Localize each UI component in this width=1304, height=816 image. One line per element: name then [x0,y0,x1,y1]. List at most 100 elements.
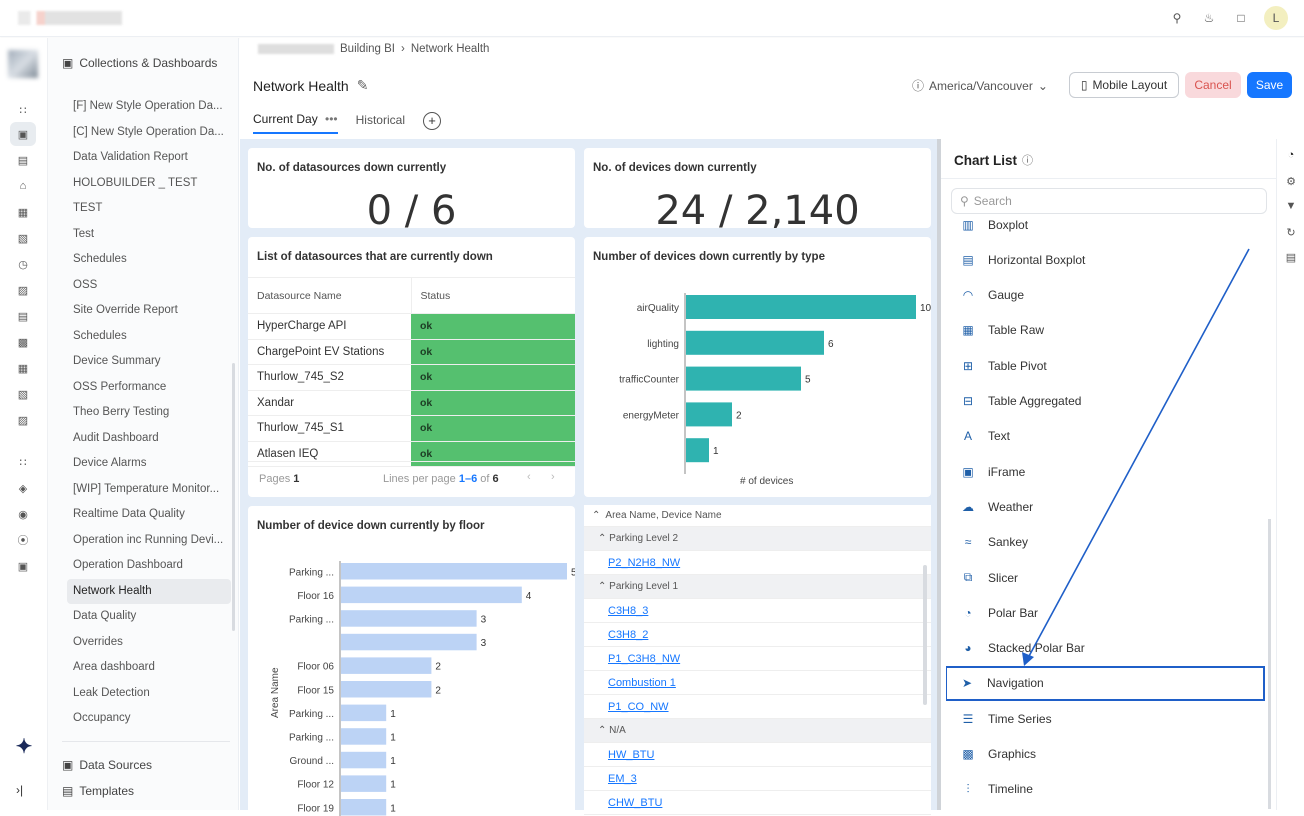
chart-type-item[interactable]: ⊞ Table Pivot [946,348,1268,383]
chart-pie-icon[interactable]: ◔ [1287,149,1295,161]
chart-type-item[interactable]: ☁ Weather [946,489,1268,524]
chart-type-item[interactable]: ⧉ Slicer [946,560,1268,595]
sidebar-item[interactable]: Theo Berry Testing [73,406,170,418]
device-link[interactable]: C3H8_2 [608,629,649,641]
sidebar-item[interactable]: OSS [73,278,98,291]
report-icon[interactable]: ▤ [17,154,29,167]
dashboard-icon[interactable]: ▣ [10,122,36,146]
expand-icon[interactable]: ›| [16,783,24,797]
sidebar-item[interactable]: Operation inc Running Devi... [73,533,224,546]
bar[interactable] [686,330,824,355]
bar[interactable] [686,366,801,391]
cancel-button[interactable]: Cancel [1185,72,1241,98]
devices-by-type-card[interactable]: Number of devices down currently by type… [584,237,931,497]
chart-type-item[interactable]: ▥ Boxplot [946,215,1268,242]
table-row[interactable]: Atlasen IEQ ok [248,441,575,467]
save-button[interactable]: Save [1247,72,1292,98]
sidebar-item-data-sources[interactable]: ▣ Data Sources [62,758,152,772]
schedule-icon[interactable]: ▦ [17,362,29,375]
trend-icon[interactable]: ▨ [17,414,29,427]
bar[interactable] [341,775,387,792]
devices-by-floor-card[interactable]: Number of device down currently by floor… [248,506,575,816]
sidebar-item[interactable]: HOLOBUILDER _ TEST [73,176,198,189]
sidebar-item[interactable]: Device Alarms [73,457,147,469]
grid-group-row[interactable]: ⌃ Parking Level 2 [584,527,931,551]
tab-historical[interactable]: Historical [355,113,405,127]
bar[interactable] [341,728,387,745]
device-link[interactable]: CHW_BTU [608,797,663,809]
device-link[interactable]: HW_BTU [608,749,655,761]
sidebar-item[interactable]: Overrides [73,635,123,648]
device-link[interactable]: P1_C3H8_NW [608,653,681,665]
edit-pencil-icon[interactable]: ✎ [356,77,369,93]
sidebar-item[interactable]: Occupancy [73,712,131,724]
device-grid-card[interactable]: ⌃ Area Name, Device Name ⌃ Parking Level… [584,505,931,815]
grid-group-row[interactable]: ⌃ Parking Level 1 [584,575,931,599]
datasource-list-card[interactable]: List of datasources that are currently d… [248,237,575,497]
bar[interactable] [341,657,432,674]
chart-type-item[interactable]: ◠ Gauge [946,278,1268,313]
tab-current-day[interactable]: Current Day ••• [253,112,338,134]
refresh-icon[interactable]: ↻ [1286,226,1296,239]
book-icon[interactable]: ▧ [17,388,29,401]
sidebar-item-templates[interactable]: ▤ Templates [62,784,134,798]
chart-type-item[interactable]: ⊟ Table Aggregated [946,384,1268,419]
grid-scrollbar[interactable] [923,565,927,705]
sidebar-scrollbar[interactable] [232,363,235,631]
chart-type-item[interactable]: ▩ Graphics [946,737,1268,772]
mobile-layout-button[interactable]: ▯ Mobile Layout [1069,72,1179,98]
sidebar-item[interactable]: Schedules [73,253,127,265]
sidebar-section-header[interactable]: ▣ Collections & Dashboards [62,56,217,70]
chart-type-item[interactable]: ▤ Horizontal Boxplot [946,242,1268,277]
chart-type-item[interactable]: A Text [946,419,1268,454]
bar[interactable] [341,586,522,604]
chat-icon[interactable]: □ [1237,11,1245,25]
table-row[interactable]: Thurlow_745_S2 ok [248,364,575,391]
sidebar-item[interactable]: Schedules [73,329,127,342]
prev-page-icon[interactable]: ‹ [527,471,531,483]
canvas-scrollbar[interactable] [937,139,941,810]
sidebar-item[interactable]: Data Quality [73,610,137,622]
sidebar-item[interactable]: [C] New Style Operation Da... [73,125,224,138]
device-link[interactable]: P1_CO_NW [608,701,669,713]
sidebar-item[interactable]: Data Validation Report [73,151,188,163]
bar[interactable] [341,633,477,651]
table-row[interactable]: HyperCharge API ok [248,313,575,340]
settings-gear-icon[interactable]: ⚙ [1286,175,1296,188]
column-header[interactable]: Status [410,277,575,314]
chip-icon[interactable]: ◉ [18,508,28,521]
search-icon[interactable]: ⚲ [1172,11,1182,25]
sidebar-item[interactable]: TEST [73,202,103,214]
chart-type-item[interactable]: ◕ Stacked Polar Bar [946,631,1268,666]
bar[interactable] [686,402,732,427]
chart-type-item[interactable]: ☰ Time Series [946,701,1268,736]
bar[interactable] [341,563,567,580]
bar[interactable] [341,799,387,816]
device-link[interactable]: Combustion 1 [608,677,676,689]
next-page-icon[interactable]: › [551,471,555,483]
bar[interactable] [341,704,387,722]
bar[interactable] [341,751,387,769]
timer-icon[interactable]: ◷ [18,258,28,271]
more-icon[interactable]: ••• [325,112,338,126]
sidebar-item[interactable]: Test [73,227,95,240]
building-icon[interactable]: ⌂ [19,180,27,192]
chart-type-item[interactable]: ⫶ Timeline [946,772,1268,807]
layers-icon[interactable]: ◈ [18,482,28,495]
calendar-icon[interactable]: ▧ [17,232,29,245]
device-icon[interactable]: ▣ [17,560,29,573]
workspace-logo[interactable] [8,50,38,78]
sidebar-item[interactable]: Audit Dashboard [73,431,159,444]
timezone-select[interactable]: ⓘ America/Vancouver ⌄ [912,77,1048,94]
sidebar-item[interactable]: Site Override Report [73,304,178,316]
devices-down-card[interactable]: No. of devices down currently 24 / 2,140 [584,148,931,228]
sidebar-item[interactable]: Realtime Data Quality [73,508,185,520]
document-icon[interactable]: ▨ [17,284,29,297]
table-row[interactable]: Thurlow_745_S1 ok [248,415,575,442]
bar[interactable] [341,681,432,698]
sidebar-item[interactable]: Network Health [67,578,231,604]
chart-type-item[interactable]: ◔ Polar Bar [946,595,1268,630]
grid-group-row[interactable]: ⌃ N/A [584,719,931,743]
chart-type-item[interactable]: ➤ Navigation [946,665,1265,701]
list-icon[interactable]: ▤ [17,310,29,323]
